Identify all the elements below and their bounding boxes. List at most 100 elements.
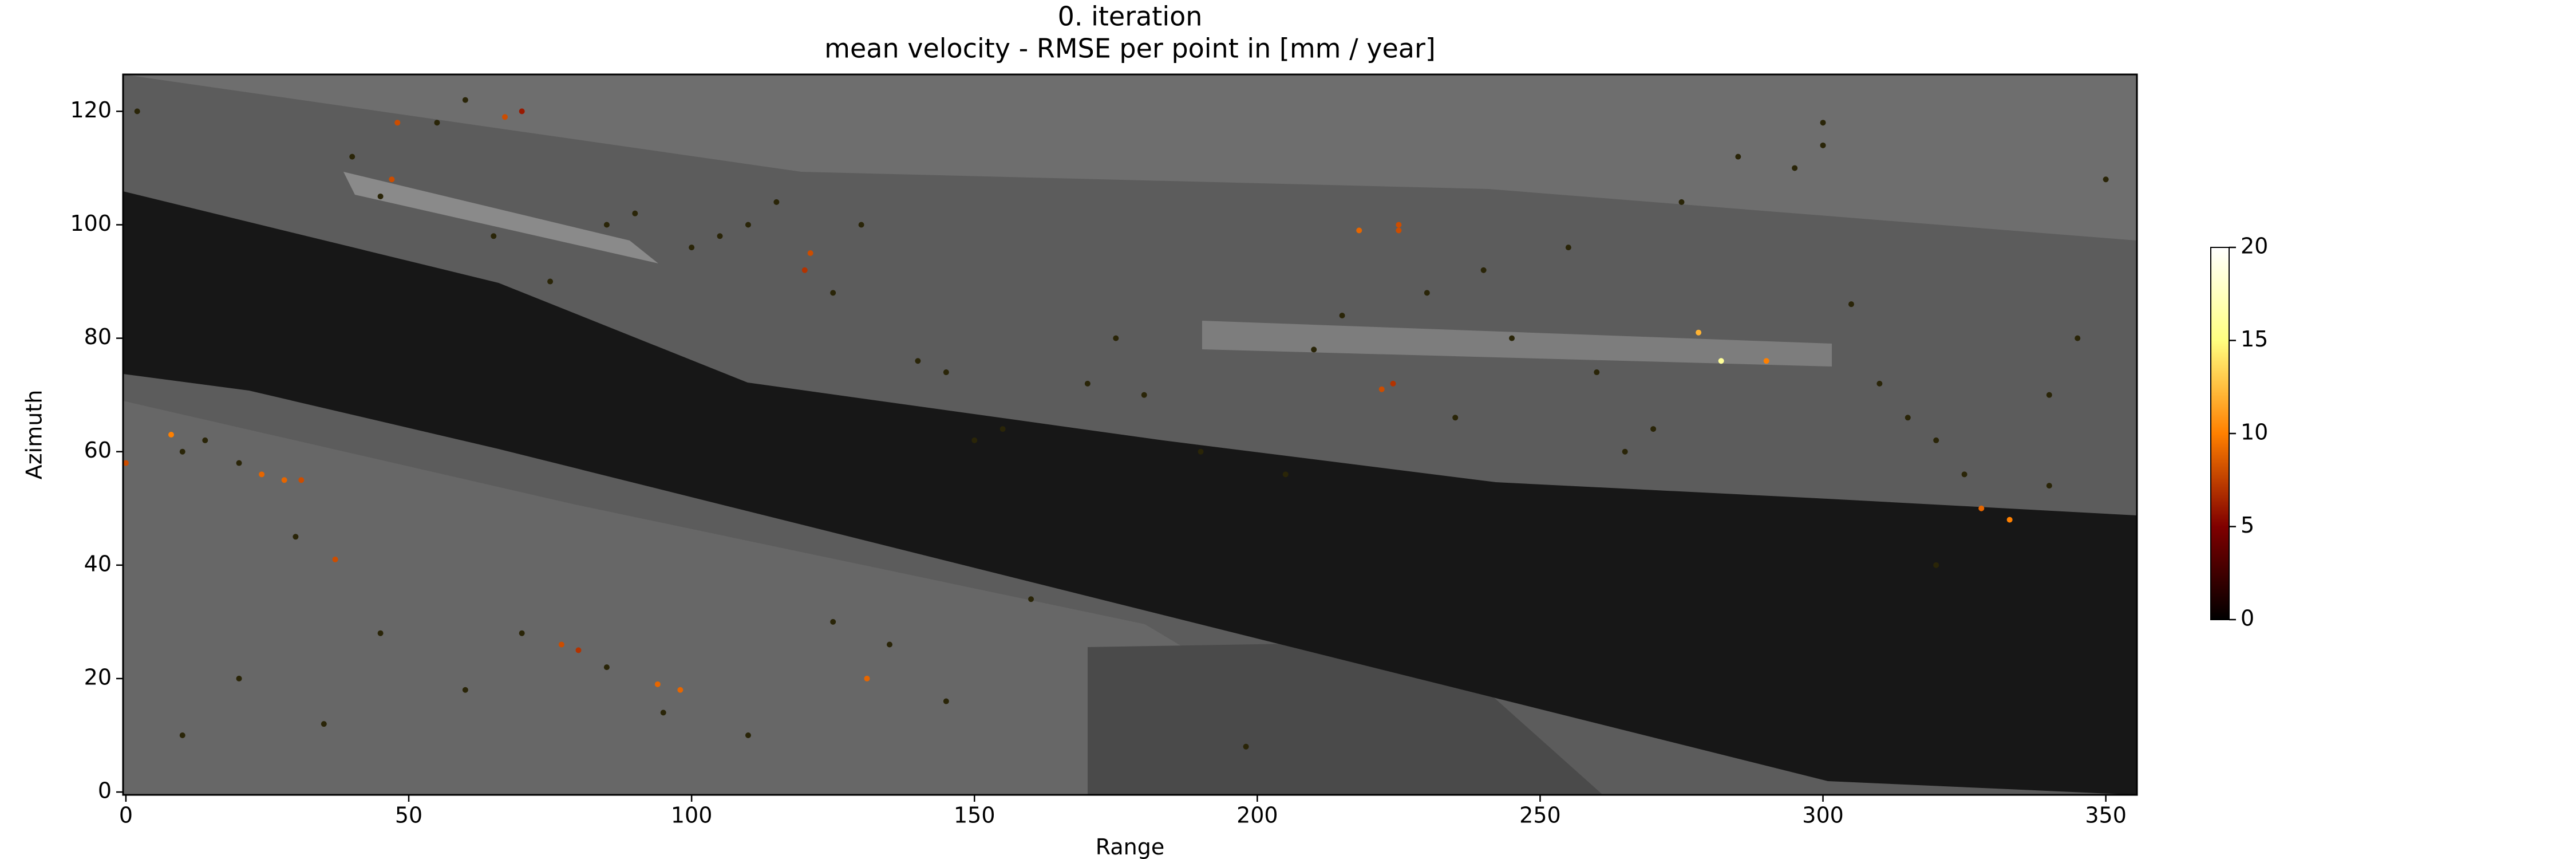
- scatter-point: [943, 698, 949, 704]
- scatter-point: [1792, 165, 1798, 171]
- scatter-point: [1848, 301, 1854, 308]
- y-tick-label: 120: [70, 97, 112, 123]
- x-tick-label: 100: [671, 803, 713, 828]
- scatter-point: [1396, 227, 1402, 234]
- scatter-point: [773, 199, 780, 205]
- scatter-point: [1084, 380, 1091, 387]
- scatter-point: [745, 222, 751, 228]
- scatter-point: [1509, 335, 1515, 341]
- scatter-point: [807, 250, 813, 257]
- scatter-point: [502, 114, 508, 120]
- scatter-point: [801, 267, 808, 273]
- x-tick-label: 150: [954, 803, 995, 828]
- scatter-point: [179, 732, 185, 738]
- scatter-point: [858, 222, 864, 228]
- scatter-point: [745, 732, 751, 738]
- colorbar-tick-label: 0: [2241, 606, 2254, 631]
- scatter-point: [1678, 199, 1685, 205]
- scatter-point: [1650, 426, 1657, 432]
- scatter-point: [632, 210, 638, 216]
- scatter-point: [168, 432, 174, 438]
- scatter-point: [1141, 392, 1147, 398]
- x-tick-label: 50: [395, 803, 422, 828]
- scatter-point: [462, 97, 468, 103]
- scatter-point: [1282, 471, 1289, 478]
- scatter-point: [1339, 312, 1345, 318]
- scatter-point: [123, 460, 129, 466]
- scatter-point: [1424, 290, 1430, 296]
- scatter-point: [1763, 358, 1769, 364]
- scatter-point: [1820, 120, 1826, 126]
- scatter-point: [281, 477, 287, 483]
- scatter-point: [2046, 483, 2052, 489]
- scatter-point: [349, 153, 355, 160]
- y-tick-label: 40: [84, 551, 112, 576]
- scatter-point: [293, 534, 299, 540]
- scatter-point: [689, 245, 695, 251]
- x-axis-label: Range: [1096, 834, 1164, 859]
- scatter-point: [179, 448, 185, 455]
- scatter-point: [298, 477, 305, 483]
- scatter-point: [677, 687, 683, 693]
- scatter-point: [999, 426, 1006, 432]
- scatter-point: [236, 675, 242, 681]
- scatter-point: [1198, 448, 1204, 455]
- scatter-point: [1978, 505, 1985, 511]
- scatter-point: [2103, 176, 2109, 183]
- scatter-point: [321, 721, 327, 727]
- scatter-point: [660, 710, 666, 716]
- scatter-point: [1820, 142, 1826, 148]
- scatter-point: [864, 675, 870, 681]
- y-tick-label: 80: [84, 324, 112, 349]
- y-axis-label: Azimuth: [22, 390, 47, 480]
- scatter-point: [491, 233, 497, 239]
- scatter-point: [377, 630, 384, 636]
- y-tick-label: 100: [70, 211, 112, 236]
- scatter-point: [558, 641, 564, 648]
- scatter-point: [1622, 448, 1628, 455]
- scatter-point: [1696, 329, 1702, 336]
- scatter-point: [1933, 562, 1939, 568]
- scatter-point: [654, 681, 661, 687]
- scatter-point: [2075, 335, 2081, 341]
- scatter-point: [1480, 267, 1487, 273]
- scatter-point: [971, 437, 978, 443]
- scatter-point: [1356, 227, 1362, 234]
- scatter-point: [943, 369, 949, 376]
- chart-title: 0. iteration: [1058, 1, 1203, 32]
- scatter-point: [887, 641, 893, 648]
- colorbar: [2210, 247, 2230, 620]
- scatter-point: [1390, 380, 1396, 387]
- colorbar-tick-label: 5: [2241, 513, 2254, 538]
- scatter-point: [830, 618, 836, 625]
- x-tick-label: 0: [119, 803, 133, 828]
- colorbar-tick-label: 10: [2241, 420, 2268, 445]
- scatter-point: [1396, 222, 1402, 228]
- points: [123, 97, 2109, 750]
- scatter-point: [1378, 386, 1385, 392]
- scatter-point: [332, 556, 338, 562]
- scatter-point: [1876, 380, 1883, 387]
- scatter-point: [1594, 369, 1600, 376]
- scatter-point: [519, 630, 525, 636]
- scatter-point: [830, 290, 836, 296]
- scatter-point: [462, 687, 468, 693]
- scatter-point: [717, 233, 723, 239]
- x-tick-label: 350: [2085, 803, 2127, 828]
- scatter-point: [1243, 743, 1249, 750]
- scatter-point: [394, 120, 401, 126]
- scatter-point: [1565, 245, 1571, 251]
- scatter-point: [2006, 517, 2013, 523]
- scatter-point: [236, 460, 242, 466]
- scatter-point: [575, 647, 582, 653]
- scatter-point: [519, 108, 525, 115]
- y-tick-label: 60: [84, 438, 112, 463]
- y-tick-label: 20: [84, 664, 112, 689]
- scatter-point: [1961, 471, 1967, 478]
- x-tick-label: 200: [1236, 803, 1278, 828]
- chart-subtitle: mean velocity - RMSE per point in [mm / …: [824, 33, 1436, 64]
- scatter-point: [2046, 392, 2052, 398]
- scatter-point: [1735, 153, 1741, 160]
- scatter-point: [603, 664, 610, 671]
- scatter-point: [1311, 346, 1317, 353]
